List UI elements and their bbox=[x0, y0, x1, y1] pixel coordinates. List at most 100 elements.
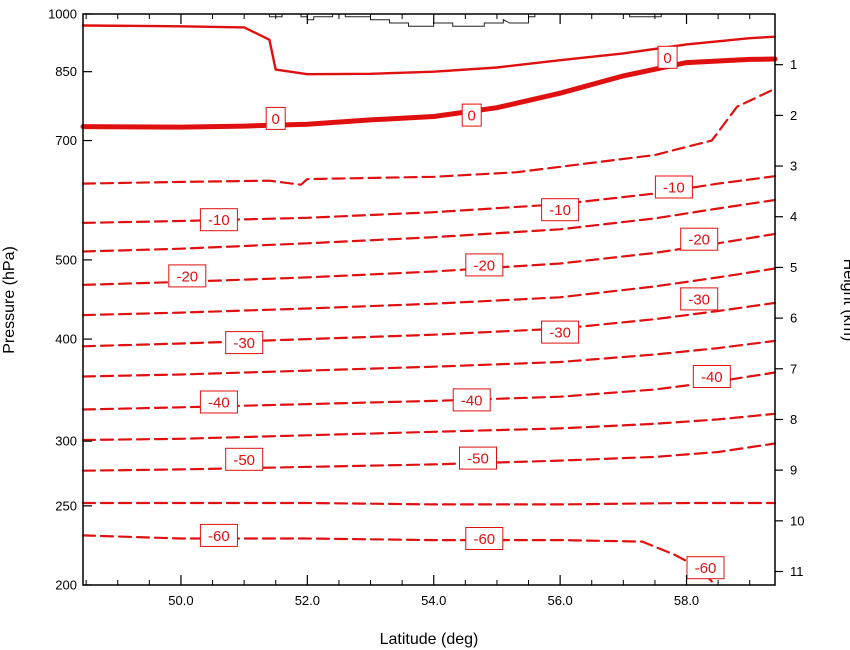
contour-line bbox=[81, 198, 777, 253]
contour-label-box bbox=[465, 527, 504, 550]
contour-label: -20 bbox=[680, 227, 719, 251]
contour-label: -10 bbox=[654, 175, 693, 199]
contour-label-text: -40 bbox=[701, 369, 723, 386]
x-tick-label: 50.0 bbox=[168, 593, 193, 608]
contour-label: -40 bbox=[692, 365, 731, 388]
contour-lines bbox=[80, 24, 778, 583]
contour-label-box bbox=[168, 264, 207, 288]
contour-label-text: -30 bbox=[549, 325, 571, 342]
contour-label: -20 bbox=[465, 253, 504, 277]
contour-label: -10 bbox=[541, 198, 580, 222]
contour-line bbox=[81, 534, 713, 583]
contour-label-text: -40 bbox=[461, 392, 483, 409]
contour-label-text: -20 bbox=[176, 268, 198, 285]
contour-label-box bbox=[459, 446, 497, 470]
x-axis-title: Latitude (deg) bbox=[380, 631, 479, 648]
height-tick-label: 11 bbox=[790, 564, 804, 579]
contour-label: -50 bbox=[459, 446, 497, 470]
pressure-tick-label: 850 bbox=[55, 64, 77, 79]
contour-label: -50 bbox=[225, 447, 264, 471]
height-tick-label: 9 bbox=[790, 463, 797, 478]
pressure-tick-label: 400 bbox=[55, 332, 77, 347]
contour-line bbox=[81, 371, 777, 411]
height-tick-label: 1 bbox=[790, 57, 797, 72]
axes: 50.0 52.0 54.0 56.0 58.020025030040050070085… bbox=[48, 7, 804, 609]
contour-label-text: -20 bbox=[688, 232, 710, 249]
contour-line bbox=[81, 87, 777, 186]
contour-label-text: -10 bbox=[663, 180, 685, 197]
contour-label: -20 bbox=[168, 264, 207, 288]
height-tick-label: 10 bbox=[790, 513, 804, 528]
contour-label-box bbox=[657, 45, 678, 69]
contour-label: -60 bbox=[686, 556, 725, 580]
pressure-tick-label: 500 bbox=[55, 252, 77, 267]
pressure-tick-label: 250 bbox=[55, 498, 77, 513]
contour-label-box bbox=[225, 331, 264, 355]
height-tick-label: 2 bbox=[790, 108, 797, 123]
contour-line bbox=[81, 301, 777, 348]
contour-label-text: 0 bbox=[663, 50, 671, 67]
contour-label-box bbox=[265, 106, 286, 130]
contour-label: -10 bbox=[199, 208, 238, 232]
contour-label-text: -30 bbox=[688, 291, 710, 308]
contour-label: -40 bbox=[452, 388, 491, 412]
contour-label: -30 bbox=[680, 287, 719, 311]
contour-label-text: -10 bbox=[208, 212, 230, 229]
contour-label-box bbox=[199, 523, 238, 547]
contour-label-text: -40 bbox=[208, 395, 230, 412]
contour-label-box bbox=[680, 227, 719, 251]
pressure-tick-label: 200 bbox=[55, 578, 77, 593]
pressure-tick-label: 1000 bbox=[48, 7, 77, 22]
height-tick-label: 3 bbox=[790, 159, 797, 174]
contour-line bbox=[80, 56, 778, 130]
contour-label-box bbox=[199, 208, 238, 232]
contour-label: -60 bbox=[465, 527, 504, 550]
x-tick-label: 52.0 bbox=[295, 593, 320, 608]
contour-label: -40 bbox=[199, 390, 238, 414]
contour-label-text: -60 bbox=[208, 528, 230, 545]
contour-label-box bbox=[465, 253, 504, 277]
height-tick-label: 5 bbox=[790, 260, 797, 275]
contour-label: -30 bbox=[225, 331, 264, 355]
contour-label-text: -20 bbox=[473, 257, 495, 274]
x-tick-label: 58.0 bbox=[674, 593, 699, 608]
contour-label: 0 bbox=[265, 106, 286, 130]
contour-label-text: -60 bbox=[473, 531, 495, 548]
contour-label-box bbox=[692, 365, 731, 388]
right-axis-title: Height (km) bbox=[840, 259, 850, 342]
contour-line bbox=[81, 412, 777, 442]
height-tick-label: 7 bbox=[790, 361, 797, 376]
contour-label-box bbox=[199, 390, 238, 414]
contour-label-text: 0 bbox=[468, 108, 476, 125]
contour-label-box bbox=[680, 287, 719, 311]
pressure-tick-label: 700 bbox=[55, 133, 77, 148]
pressure-tick-label: 300 bbox=[55, 434, 77, 449]
contour-label-box bbox=[686, 556, 725, 580]
contour-line bbox=[81, 339, 777, 378]
contour-label: 0 bbox=[657, 45, 678, 69]
contour-label-text: -60 bbox=[695, 560, 717, 577]
contour-label-text: -50 bbox=[233, 452, 255, 469]
contour-label-box bbox=[461, 103, 482, 127]
plot-frame bbox=[82, 13, 776, 586]
contour-label-box bbox=[541, 198, 580, 222]
contour-label-text: 0 bbox=[272, 111, 280, 128]
height-tick-label: 6 bbox=[790, 311, 797, 326]
contour-label: -30 bbox=[541, 320, 580, 344]
contour-label-box bbox=[541, 320, 580, 344]
contour-label: -60 bbox=[199, 523, 238, 547]
contour-labels: -60 -60 -60 -50 -50 -40 -40 -40 -30 -30 -30 -20 -20 -… bbox=[168, 45, 731, 580]
x-tick-label: 54.0 bbox=[421, 593, 446, 608]
contour-label-text: -50 bbox=[467, 451, 489, 468]
contour-label-text: -10 bbox=[549, 202, 571, 219]
height-tick-label: 8 bbox=[790, 412, 797, 427]
x-tick-label: 56.0 bbox=[547, 593, 572, 608]
contour-label-box bbox=[225, 447, 264, 471]
contour-label-text: -30 bbox=[233, 335, 255, 352]
contour-label-box bbox=[452, 388, 491, 412]
contour-label-box bbox=[654, 175, 693, 199]
contour-line bbox=[81, 442, 777, 472]
left-axis-title: Pressure (hPa) bbox=[1, 246, 18, 354]
contour-line bbox=[81, 267, 777, 317]
